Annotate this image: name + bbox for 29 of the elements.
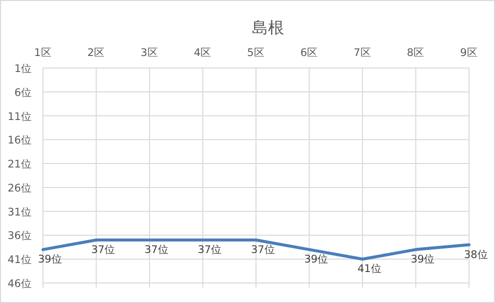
y-tick-label: 21位 [8,158,32,171]
chart-title: 島根 [252,18,284,37]
y-tick-label: 1位 [14,63,32,75]
x-tick-label: 7区 [354,47,372,59]
y-tick-label: 36位 [8,230,32,242]
data-label: 39位 [410,254,436,266]
data-label: 38位 [464,248,488,261]
data-label: 39位 [304,254,329,266]
y-tick-label: 31位 [8,206,32,218]
x-tick-label: 3区 [140,47,158,59]
y-tick-label: 6位 [14,86,32,99]
y-tick-label: 11位 [8,110,32,123]
data-label: 41位 [358,263,382,276]
y-tick-label: 26位 [8,182,32,194]
x-tick-label: 2区 [87,47,106,59]
data-label: 39位 [38,254,62,266]
data-label: 37位 [144,244,169,256]
x-tick-label: 5区 [247,47,265,59]
x-tick-label: 8区 [406,47,425,59]
x-tick-label: 9区 [460,47,478,59]
x-tick-label: 6区 [300,47,318,59]
y-tick-label: 41位 [8,254,32,266]
data-label: 37位 [91,244,116,256]
x-tick-label: 1区 [34,47,52,59]
x-tick-label: 4区 [194,47,212,59]
data-label: 37位 [198,244,222,256]
y-tick-label: 16位 [8,134,32,147]
y-tick-label: 46位 [8,278,32,290]
data-label: 37位 [251,244,276,256]
